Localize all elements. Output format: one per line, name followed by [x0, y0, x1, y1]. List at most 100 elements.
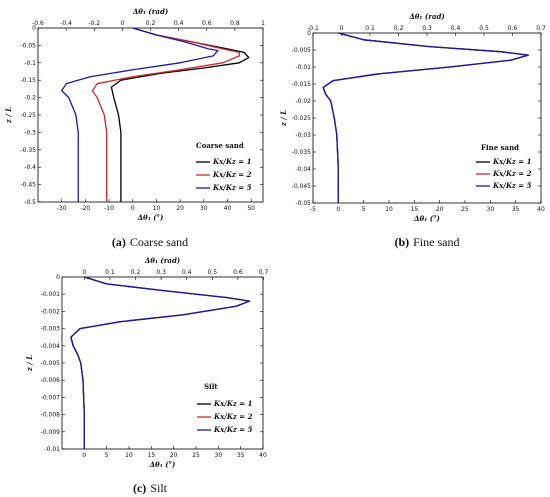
legend-entry-1: Kx/Kz = 1 [212, 157, 251, 166]
x-tick-label: 0 [131, 205, 135, 212]
x-tick-label: 5 [105, 452, 109, 459]
y-tick-label: -0.003 [41, 326, 61, 333]
x2-tick-label: 0.5 [208, 269, 218, 276]
chart-panel-1: -30 -20 -10 0 10 20 30 40 50-0.6 -0.4 -0.2 0 0.2 0.4 0… [4, 7, 265, 249]
x2-tick-label: 0.8 [230, 20, 240, 27]
x-tick-label: 35 [512, 206, 520, 213]
y-tick-label: -0.005 [41, 360, 61, 367]
legend-entry-1: Kx/Kz = 1 [492, 157, 531, 166]
x-tick-label: 10 [153, 205, 161, 212]
series-line-3 [70, 276, 251, 449]
x-tick-label: -30 [57, 205, 67, 212]
y-tick-label: -0.02 [295, 98, 311, 105]
x-axis-title: Δθ₁ (°) [413, 214, 440, 223]
x2-tick-label: -0.1 [307, 25, 319, 32]
x2-tick-label: 0.6 [202, 20, 212, 27]
y-tick-label: 0 [56, 274, 60, 281]
x-tick-label: 25 [192, 452, 200, 459]
y-tick-label: -0.4 [24, 164, 36, 171]
x2-axis-title: Δθ₁ (rad) [408, 12, 444, 21]
y-tick-label: -0.2 [24, 95, 36, 102]
x2-axis-title: Δθ₁ (rad) [144, 256, 180, 265]
legend-entry-2: Kx/Kz = 2 [213, 412, 253, 421]
series-line-1 [70, 276, 251, 449]
panel-caption-label: (b) [394, 235, 409, 249]
x-tick-label: 40 [224, 205, 232, 212]
series-line-2 [91, 27, 240, 202]
x-tick-label: 50 [247, 205, 255, 212]
y-tick-label: 0 [32, 25, 36, 32]
y-tick-label: -0.015 [292, 81, 312, 88]
x2-tick-label: 0.6 [508, 25, 518, 32]
x2-tick-label: 1 [261, 20, 265, 27]
y-tick-label: -0.004 [41, 343, 61, 350]
series-line-3 [61, 27, 219, 202]
x2-tick-label: 0.4 [451, 25, 461, 32]
x2-tick-label: -0.4 [60, 20, 72, 27]
panel-caption: (b) Fine sand [394, 235, 459, 249]
x2-tick-label: 0.7 [259, 269, 269, 276]
x-tick-label: 35 [237, 452, 245, 459]
legend-title: Fine sand [481, 143, 519, 152]
y-tick-label: -0.005 [292, 47, 312, 54]
y-tick-label: -0.01 [295, 64, 311, 71]
x-tick-label: 10 [385, 206, 393, 213]
legend-entry-2: Kx/Kz = 2 [212, 170, 252, 179]
series-line-3 [322, 32, 529, 203]
x-tick-label: -5 [310, 206, 316, 213]
x-tick-label: 15 [411, 206, 419, 213]
x-tick-label: 15 [148, 452, 156, 459]
y-tick-label: -0.002 [41, 308, 61, 315]
x2-tick-label: 0.4 [182, 269, 192, 276]
y-tick-label: -0.007 [41, 394, 61, 401]
legend-title: Silt [204, 382, 218, 391]
chart-panel-3: 0 5 10 15 20 25 30 35 40 0 0.1 0.2 0.3 0.4 0.5 0.6 0.7 0 -… [25, 256, 268, 495]
y-tick-label: -0.025 [292, 115, 312, 122]
y-tick-label: -0.3 [24, 129, 36, 136]
legend-entry-3: Kx/Kz = 5 [492, 181, 532, 190]
y-tick-label: -0.045 [292, 183, 312, 190]
x-tick-label: 40 [259, 452, 267, 459]
x-tick-label: -20 [80, 205, 90, 212]
y-tick-label: 0 [307, 30, 311, 37]
x2-tick-label: 0.3 [156, 269, 166, 276]
y-axis-title: z / L [279, 110, 288, 127]
y-tick-label: -0.35 [20, 147, 36, 154]
x-tick-label: 25 [461, 206, 469, 213]
y-tick-label: -0.25 [20, 112, 36, 119]
x2-tick-label: 0.5 [479, 25, 489, 32]
legend-entry-3: Kx/Kz = 5 [213, 425, 253, 434]
x2-tick-label: 0.7 [536, 25, 546, 32]
y-tick-label: -0.001 [41, 291, 61, 298]
y-tick-label: -0.006 [41, 377, 61, 384]
x-tick-label: 40 [537, 206, 545, 213]
x-tick-label: 20 [176, 205, 184, 212]
y-tick-label: -0.15 [20, 77, 36, 84]
x-tick-label: 30 [215, 452, 223, 459]
x2-tick-label: -0.2 [88, 20, 100, 27]
panel-caption-text: Coarse sand [130, 235, 188, 249]
x2-axis-title: Δθ₁ (rad) [132, 7, 168, 16]
chart-panel-2: -5 0 5 10 15 20 25 30 35 40-0.1 0 0.1 0.2 0.3 0.4 0.5 0.… [279, 12, 546, 249]
x2-tick-label: -0.6 [32, 20, 44, 27]
panel-caption-text: Silt [150, 481, 167, 495]
y-tick-label: -0.1 [24, 60, 36, 67]
legend-title: Coarse sand [196, 141, 244, 150]
x-tick-label: 5 [362, 206, 366, 213]
y-tick-label: -0.035 [292, 149, 312, 156]
y-tick-label: -0.05 [20, 42, 36, 49]
x-tick-label: 0 [82, 452, 86, 459]
y-axis-title: z / L [25, 355, 34, 372]
plot-frame [61, 276, 264, 450]
x-tick-label: 30 [200, 205, 208, 212]
x2-tick-label: 0.1 [365, 25, 375, 32]
x2-tick-label: 0.1 [105, 269, 115, 276]
x2-tick-label: 0.2 [131, 269, 141, 276]
series-line-2 [70, 276, 251, 449]
legend-entry-1: Kx/Kz = 1 [213, 399, 252, 408]
x2-tick-label: 0 [340, 25, 344, 32]
panel-caption-label: (c) [133, 481, 146, 495]
x2-tick-label: 0.4 [174, 20, 184, 27]
x-tick-label: 20 [436, 206, 444, 213]
